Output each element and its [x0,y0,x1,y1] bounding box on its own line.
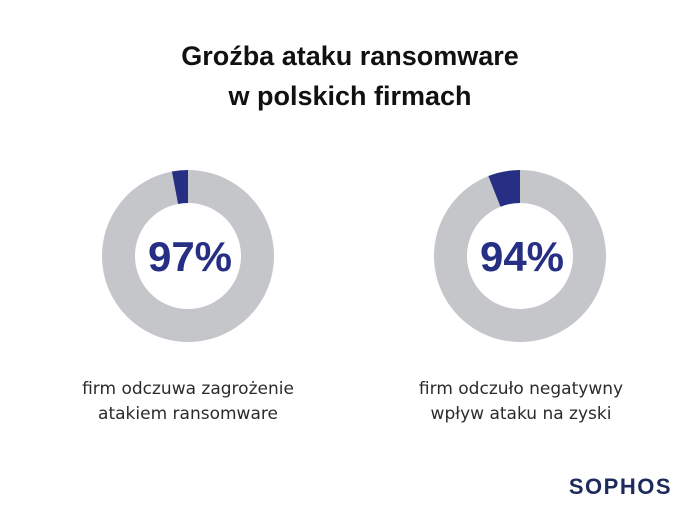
donut-2-caption-line2: wpływ ataku na zyski [430,404,612,424]
donut-2-caption: firm odczuło negatywny wpływ ataku na zy… [371,377,671,427]
donut-chart-1 [102,170,275,342]
donut-1-caption: firm odczuwa zagrożenie atakiem ransomwa… [38,377,338,427]
donut-1-caption-line1: firm odczuwa zagrożenie [82,379,294,399]
chart-title-line2: w polskich firmach [228,81,472,111]
donut-2-remainder-segment [488,170,520,207]
donut-2-main-segment [434,170,606,342]
donut-chart-2 [434,170,606,342]
sophos-logo: SOPHOS [568,474,672,499]
donut-2-caption-line1: firm odczuło negatywny [418,379,624,399]
donut-2-value-label: 94% [480,233,564,280]
donut-1-main-segment [102,170,275,342]
donut-1-value-label: 97% [148,233,232,280]
donut-1-remainder-segment [171,170,188,204]
chart-title: Groźba ataku ransomware w polskich firma… [0,36,700,116]
chart-title-line1: Groźba ataku ransomware [181,41,519,71]
donut-1-caption-line2: atakiem ransomware [98,404,278,424]
